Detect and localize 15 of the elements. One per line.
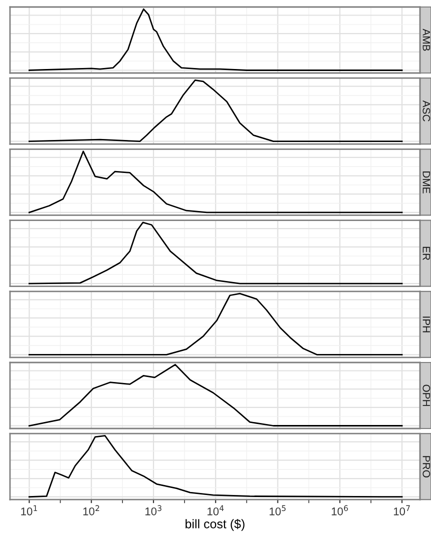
x-tick-label: 10$^{3}$ xyxy=(145,505,162,516)
text: DME xyxy=(422,171,430,194)
text: AMB xyxy=(422,28,430,51)
x-tick-label: 10$^{5}$ xyxy=(270,505,286,516)
x-tick-label: 10$^{1}$ xyxy=(21,505,38,516)
x-tick-label: 10$^{7}$ xyxy=(394,505,410,516)
text: OPH xyxy=(422,384,430,406)
x-tick-label: 10$^{2}$ xyxy=(83,505,100,516)
x-tick-label: 10$^{4}$ xyxy=(208,505,224,516)
x-tick-label: 10$^{6}$ xyxy=(332,505,348,516)
text: PRO xyxy=(422,456,430,478)
x-axis-title: bill cost ($) xyxy=(186,518,244,531)
text: ER xyxy=(422,246,430,260)
text: ASC xyxy=(422,100,430,122)
text: IPH xyxy=(422,316,430,332)
